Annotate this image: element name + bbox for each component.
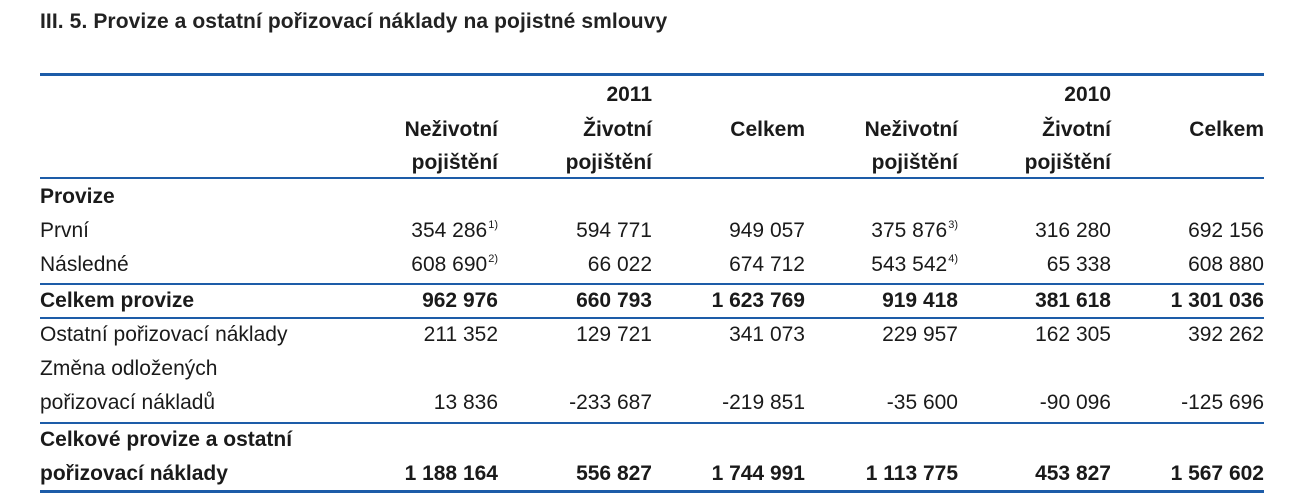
cell-nasledne-ziv-2011: 66 022 <box>587 253 652 276</box>
cell-celkprov-celk-2010: 1 301 036 <box>1170 289 1264 312</box>
cell-prvni-nez-2011: 354 2861) <box>411 219 498 242</box>
subtotal-rule-top <box>40 283 1264 285</box>
cell-zmena-celk-2011: -219 851 <box>722 391 805 414</box>
table-title: III. 5. Provize a ostatní pořizovací nák… <box>40 10 668 33</box>
col-nezivotni-2010-line2: pojištění <box>871 151 958 174</box>
cell-celkprov-celk-2011: 1 623 769 <box>711 289 805 312</box>
cell-celkove-nez-2011: 1 188 164 <box>404 462 498 485</box>
col-zivotni-2011-line2: pojištění <box>565 151 652 174</box>
col-nezivotni-2011-line1: Neživotní <box>404 118 498 141</box>
cell-ostatni-celk-2010: 392 262 <box>1188 323 1264 346</box>
table-top-rule <box>40 73 1264 76</box>
cell-zmena-nez-2010: -35 600 <box>886 391 958 414</box>
row-label-celkem-provize: Celkem provize <box>40 289 195 312</box>
cell-celkove-celk-2010: 1 567 602 <box>1170 462 1264 485</box>
subtotal-rule-bottom <box>40 317 1264 319</box>
cell-celkprov-nez-2011: 962 976 <box>422 289 498 312</box>
row-label-celkove-line1: Celkové provize a ostatní <box>40 428 293 451</box>
row-label-celkove-line2: pořizovací náklady <box>40 462 228 485</box>
total-rule-top <box>40 422 1264 424</box>
year-2011: 2011 <box>606 83 652 106</box>
cell-celkprov-ziv-2011: 660 793 <box>576 289 652 312</box>
cell-nasledne-nez-2010: 543 5424) <box>871 253 958 276</box>
cell-celkprov-ziv-2010: 381 618 <box>1035 289 1111 312</box>
cell-zmena-ziv-2010: -90 096 <box>1039 391 1111 414</box>
cell-prvni-ziv-2010: 316 280 <box>1035 219 1111 242</box>
col-zivotni-2010-line2: pojištění <box>1024 151 1111 174</box>
col-zivotni-2010-line1: Životní <box>1042 118 1111 141</box>
cell-zmena-celk-2010: -125 696 <box>1181 391 1264 414</box>
table-bottom-rule <box>40 490 1264 493</box>
row-label-zmena-line1: Změna odložených <box>40 357 218 380</box>
cell-nasledne-celk-2011: 674 712 <box>729 253 805 276</box>
cell-celkove-ziv-2011: 556 827 <box>576 462 652 485</box>
section-provize: Provize <box>40 185 115 208</box>
cell-zmena-ziv-2011: -233 687 <box>569 391 652 414</box>
row-label-prvni: První <box>40 219 90 242</box>
cell-zmena-nez-2011: 13 836 <box>433 391 498 414</box>
col-nezivotni-2011-line2: pojištění <box>411 151 498 174</box>
cell-prvni-ziv-2011: 594 771 <box>576 219 652 242</box>
col-zivotni-2011-line1: Životní <box>583 118 652 141</box>
cell-ostatni-celk-2011: 341 073 <box>729 323 805 346</box>
col-celkem-2011: Celkem <box>730 118 805 141</box>
row-label-zmena-line2: pořizovací nákladů <box>40 391 216 414</box>
cell-prvni-nez-2010: 375 8763) <box>871 219 958 242</box>
cell-nasledne-celk-2010: 608 880 <box>1188 253 1264 276</box>
header-rule <box>40 177 1264 179</box>
cell-ostatni-nez-2011: 211 352 <box>423 323 498 346</box>
year-2010: 2010 <box>1064 83 1111 106</box>
cell-nasledne-nez-2011: 608 6902) <box>411 253 498 276</box>
cell-prvni-celk-2010: 692 156 <box>1188 219 1264 242</box>
row-label-nasledne: Následné <box>40 253 129 276</box>
cell-celkprov-nez-2010: 919 418 <box>882 289 958 312</box>
cell-celkove-nez-2010: 1 113 775 <box>865 462 958 485</box>
cell-nasledne-ziv-2010: 65 338 <box>1046 253 1111 276</box>
cell-ostatni-nez-2010: 229 957 <box>882 323 958 346</box>
cell-celkove-celk-2011: 1 744 991 <box>711 462 805 485</box>
cell-ostatni-ziv-2011: 129 721 <box>576 323 652 346</box>
col-celkem-2010: Celkem <box>1189 118 1264 141</box>
cell-celkove-ziv-2010: 453 827 <box>1035 462 1111 485</box>
cell-prvni-celk-2011: 949 057 <box>729 219 805 242</box>
row-label-ostatni: Ostatní pořizovací náklady <box>40 323 288 346</box>
cell-ostatni-ziv-2010: 162 305 <box>1035 323 1111 346</box>
col-nezivotni-2010-line1: Neživotní <box>864 118 958 141</box>
